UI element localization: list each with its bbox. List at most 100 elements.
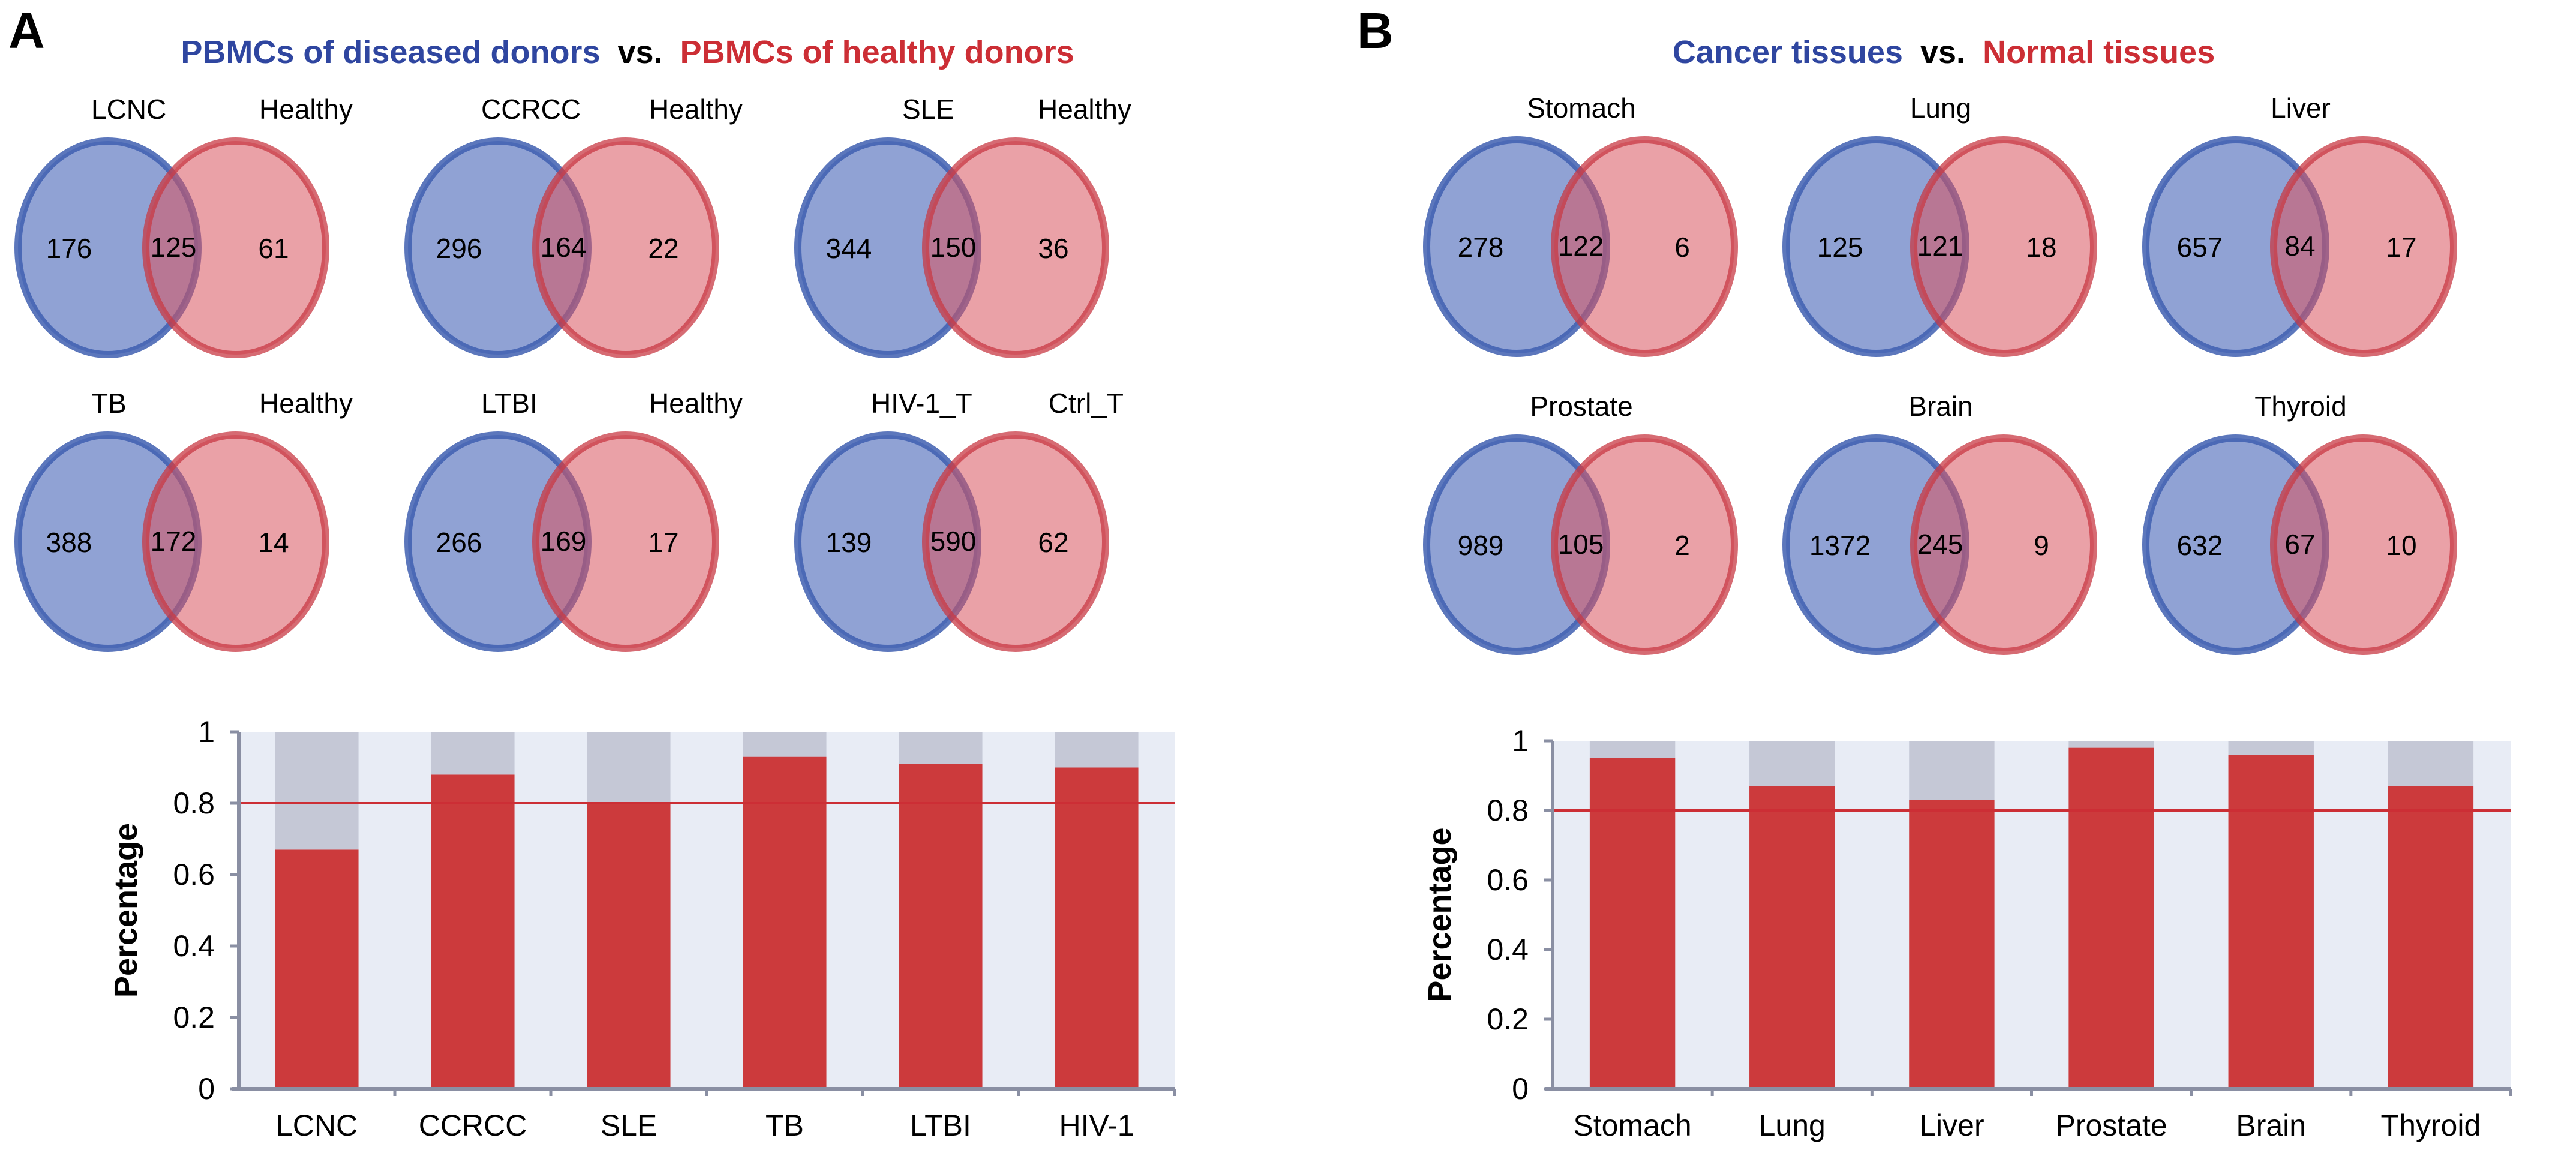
venn-left-count: 388 [46, 527, 92, 558]
venn-left-count: 278 [1458, 232, 1504, 263]
venn-overlap-count: 164 [541, 232, 587, 263]
venn-overlap-count: 122 [1558, 230, 1604, 262]
venn-overlap-count: 67 [2284, 529, 2315, 560]
panel-b-bar-chart: Stomach Lung Liver Prostate Brain Thyroid 0 0.2… [1422, 724, 2512, 1142]
venn-right-count: 17 [2386, 232, 2416, 263]
venn-right-count: 10 [2386, 530, 2416, 561]
venn-right-count: 17 [648, 527, 678, 558]
venn-right-count: 36 [1038, 233, 1068, 264]
venn-right-count: 61 [258, 233, 289, 264]
panel-a-bar-overlap-3 [587, 803, 671, 1089]
panel-a-venn-3: SLE Healthy 344 150 36 [794, 94, 1131, 358]
venn-right-circle [2270, 434, 2457, 655]
panel-b-bar-overlap-5 [2228, 755, 2314, 1089]
venn-right-circle [142, 431, 329, 652]
panel-b-title-left: Cancer tissues [1673, 34, 1903, 70]
venn-right-label: Healthy [649, 388, 743, 419]
panel-b-x-tick-label: Stomach [1573, 1109, 1691, 1142]
venn-right-circle [2270, 136, 2457, 357]
panel-a-bar-remainder-6 [1055, 732, 1139, 768]
panel-a-bar-chart: LCNC CCRCC SLE TB LTBI HIV-1 0 0.2 0.4 0.6 0.8 1 Per… [108, 715, 1176, 1142]
panel-a-x-tick-label: LCNC [276, 1109, 358, 1142]
panel-a-y-tick-label: 0.8 [173, 786, 215, 820]
panel-a-bar-remainder-5 [899, 732, 983, 764]
venn-left-count: 139 [826, 527, 872, 558]
panel-b-y-tick-label: 1 [1512, 724, 1529, 758]
venn-right-count: 22 [648, 233, 678, 264]
venn-left-count: 125 [1817, 232, 1863, 263]
venn-right-circle [922, 431, 1109, 652]
panel-a-title-left: PBMCs of diseased donors [181, 34, 600, 70]
venn-top-label: Brain [1908, 391, 1972, 422]
venn-right-label: Healthy [259, 388, 353, 419]
panel-a-x-tick-label: HIV-1 [1059, 1109, 1134, 1142]
venn-right-circle [1910, 434, 2097, 655]
panel-a-title-vs: vs. [618, 34, 663, 70]
panel-a-x-tick-label: CCRCC [419, 1109, 527, 1142]
venn-left-count: 632 [2177, 530, 2223, 561]
venn-left-count: 989 [1458, 530, 1504, 561]
venn-overlap-count: 172 [151, 526, 197, 557]
panel-b-venn-3: Liver 657 84 17 [2142, 92, 2457, 357]
venn-left-count: 344 [826, 233, 872, 264]
venn-right-count: 14 [258, 527, 289, 558]
panel-a-venn-5: LTBI Healthy 266 169 17 [404, 388, 743, 652]
panel-b-x-tick-label: Prostate [2055, 1109, 2167, 1142]
panel-b-letter: B [1357, 2, 1394, 59]
venn-overlap-count: 245 [1917, 529, 1963, 560]
venn-left-count: 296 [436, 233, 482, 264]
venn-left-label: SLE [902, 94, 954, 125]
panel-b-bar-remainder-4 [2068, 741, 2154, 748]
panel-b-x-tick-label: Thyroid [2381, 1109, 2481, 1142]
panel-b-title: Cancer tissues vs. Normal tissues [1673, 34, 2215, 70]
venn-top-label: Lung [1910, 92, 1971, 124]
panel-b-y-tick-label: 0 [1512, 1072, 1529, 1106]
venn-left-label: LTBI [481, 388, 538, 419]
panel-b-venn-4: Prostate 989 105 2 [1423, 391, 1738, 655]
panel-a-letter: A [8, 2, 45, 59]
venn-right-label: Healthy [649, 94, 743, 125]
panel-a-bar-overlap-4 [743, 756, 827, 1089]
venn-right-count: 62 [1038, 527, 1068, 558]
venn-right-circle [532, 137, 719, 358]
venn-left-label: HIV-1_T [871, 388, 972, 419]
venn-overlap-count: 84 [2284, 230, 2315, 262]
panel-a-x-tick-label: TB [765, 1109, 804, 1142]
venn-right-count: 9 [2034, 530, 2049, 561]
panel-a-bar-remainder-1 [275, 732, 359, 850]
panel-b-bar-remainder-2 [1749, 741, 1835, 786]
venn-top-label: Thyroid [2254, 391, 2346, 422]
panel-a-venn-1: LCNC Healthy 176 125 61 [14, 94, 353, 358]
venn-overlap-count: 150 [930, 232, 977, 263]
venn-right-circle [1551, 434, 1738, 655]
panel-b-x-tick-label: Lung [1759, 1109, 1826, 1142]
venn-right-label: Healthy [1038, 94, 1131, 125]
venn-overlap-count: 121 [1917, 230, 1963, 262]
panel-a-bar-remainder-3 [587, 732, 671, 803]
panel-a-bar-remainder-4 [743, 732, 827, 757]
panel-a-title: PBMCs of diseased donors vs. PBMCs of he… [181, 34, 1074, 70]
panel-a-bar-overlap-6 [1055, 767, 1139, 1089]
venn-right-circle [532, 431, 719, 652]
panel-b-y-tick-label: 0.4 [1487, 933, 1529, 966]
panel-b-bar-remainder-5 [2228, 741, 2314, 755]
panel-a-plot-area [239, 732, 1175, 1089]
venn-left-count: 1372 [1809, 530, 1871, 561]
panel-b-venn-2: Lung 125 121 18 [1782, 92, 2097, 357]
panel-b-y-tick-label: 0.6 [1487, 863, 1529, 897]
venn-overlap-count: 169 [541, 526, 587, 557]
panel-a-venn-6: HIV-1_T Ctrl_T 139 590 62 [794, 388, 1124, 652]
panel-b-venn-5: Brain 1372 245 9 [1782, 391, 2097, 655]
panel-b-plot-area [1553, 741, 2511, 1089]
venn-top-label: Liver [2271, 92, 2331, 124]
panel-b-bar-overlap-2 [1749, 786, 1835, 1089]
panel-b-y-tick-label: 0.2 [1487, 1002, 1529, 1036]
panel-a-title-right: PBMCs of healthy donors [680, 34, 1074, 70]
venn-right-count: 18 [2026, 232, 2056, 263]
venn-right-count: 2 [1674, 530, 1690, 561]
panel-b-bar-overlap-4 [2068, 747, 2154, 1089]
venn-left-count: 176 [46, 233, 92, 264]
venn-left-label: LCNC [91, 94, 166, 125]
panel-b-y-axis-label: Percentage [1422, 827, 1458, 1002]
panel-a-y-tick-label: 0.2 [173, 1001, 215, 1034]
